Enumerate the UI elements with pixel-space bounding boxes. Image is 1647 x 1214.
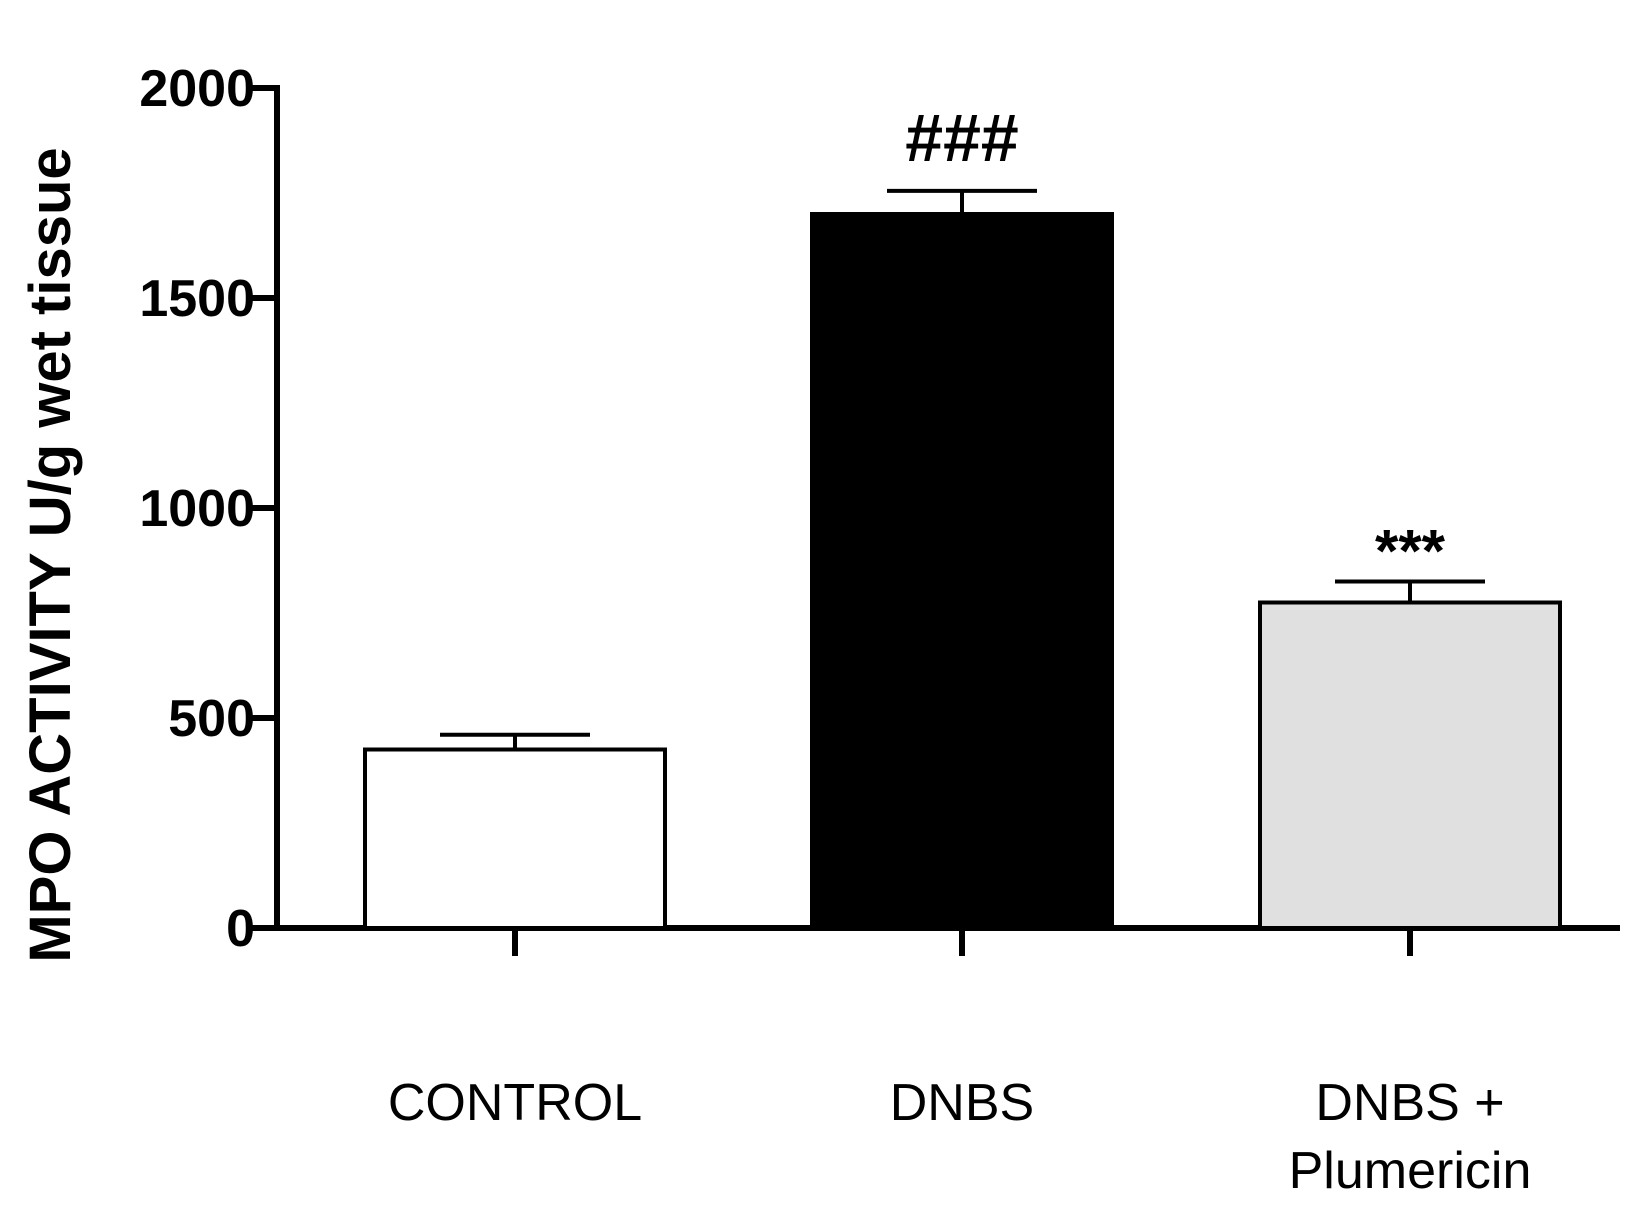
- category-label: DNBS + Plumericin: [1289, 1074, 1532, 1200]
- y-tick-label: 500: [168, 690, 255, 748]
- bar: [363, 747, 667, 930]
- y-axis-label: MPO ACTIVITY U/g wet tissue: [18, 147, 83, 962]
- significance-annotation: ***: [1375, 518, 1446, 585]
- bars: [363, 188, 1562, 930]
- x-axis: [274, 925, 1620, 956]
- annotations: ### ***: [905, 100, 1445, 585]
- bar: [1258, 600, 1562, 930]
- y-tick-label: 1000: [139, 480, 255, 538]
- category-labels: CONTROL DNBS DNBS + Plumericin: [388, 1074, 1531, 1200]
- category-label: CONTROL: [388, 1074, 642, 1132]
- y-axis: 0 500 1000 1500 2000: [139, 60, 280, 958]
- significance-annotation: ###: [905, 100, 1018, 176]
- y-tick-label: 1500: [139, 270, 255, 328]
- y-tick-label: 0: [226, 900, 255, 958]
- category-label: DNBS: [890, 1074, 1034, 1132]
- bar: [810, 212, 1114, 930]
- y-tick-label: 2000: [139, 60, 255, 118]
